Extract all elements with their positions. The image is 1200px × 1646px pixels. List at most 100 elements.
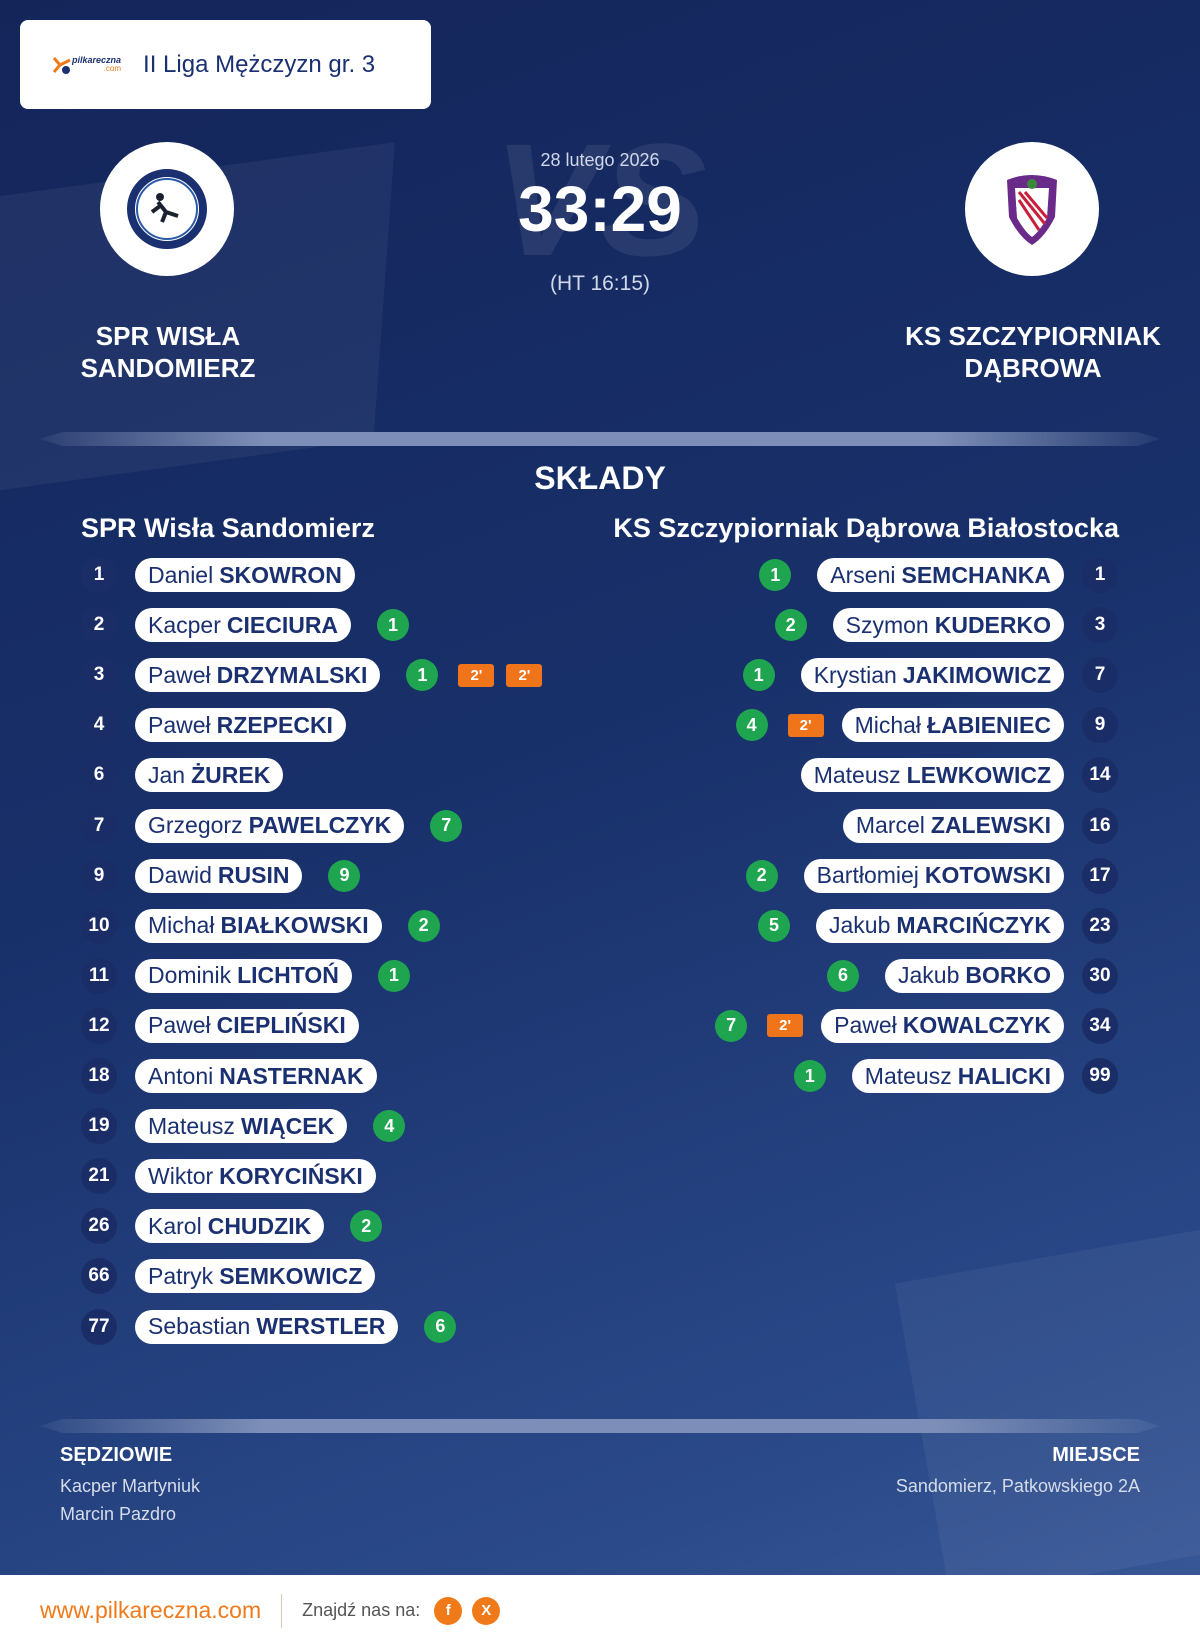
player-name: Szymon KUDERKO [832, 608, 1064, 643]
last-name: LEWKOWICZ [906, 761, 1051, 788]
last-name: KOWALCZYK [902, 1012, 1051, 1039]
last-name: ZALEWSKI [930, 812, 1051, 838]
player-row: 9 Dawid RUSIN 9 [81, 857, 368, 894]
last-name: SKOWRON [219, 561, 342, 588]
player-name: Wiktor KORYCIŃSKI [135, 1159, 376, 1194]
player-row: 2 Kacper CIECIURA 1 [81, 607, 417, 644]
home-logo [127, 169, 207, 249]
goals-badge: 9 [328, 859, 361, 892]
away-team: KS SZCZYPIORNIAK DĄBROWA [905, 321, 1161, 383]
player-row: 77 Sebastian WERSTLER 6 [81, 1308, 464, 1345]
referee: Marcin Pazdro [60, 1504, 177, 1524]
first-name: Michał [854, 711, 922, 738]
last-name: BIAŁKOWSKI [220, 912, 369, 939]
venue-title: MIEJSCE [1052, 1444, 1140, 1466]
player-number: 1 [81, 557, 117, 593]
site-link[interactable]: www.pilkareczna.com [40, 1593, 283, 1628]
first-name: Krystian [813, 661, 897, 688]
goals-badge: 2 [407, 909, 440, 942]
last-name: MARCIŃCZYK [896, 912, 1051, 939]
logo-icon [52, 56, 71, 74]
player-number: 21 [81, 1158, 117, 1195]
last-name: PAWELCZYK [248, 812, 392, 838]
first-name: Mateusz [813, 761, 901, 788]
player-number: 66 [81, 1258, 117, 1295]
penalty-badge: 2' [787, 713, 824, 737]
player-number: 11 [81, 957, 117, 994]
last-name: ŻUREK [191, 761, 271, 788]
player-number: 3 [1082, 607, 1118, 644]
player-row: 26 Karol CHUDZIK 2 [81, 1208, 390, 1245]
player-number: 4 [81, 707, 117, 744]
player-number: 3 [81, 657, 117, 694]
vs-watermark: VS [493, 110, 707, 289]
last-name: BORKO [965, 962, 1051, 989]
player-name: Paweł KOWALCZYK [821, 1008, 1064, 1043]
player-name: Bartłomiej KOTOWSKI [803, 858, 1064, 893]
player-name: Jakub BORKO [885, 958, 1064, 993]
referees-title: SĘDZIOWIE [60, 1444, 173, 1466]
away-lineup-title: KS Szczypiorniak Dąbrowa Białostocka [613, 513, 1119, 543]
player-row: 1 Mateusz HALICKI 99 [786, 1058, 1118, 1094]
facebook-icon[interactable]: f [434, 1596, 463, 1625]
last-name: NASTERNAK [219, 1062, 364, 1089]
player-number: 99 [1082, 1058, 1118, 1094]
referee: Kacper Martyniuk [60, 1476, 201, 1496]
player-name: Karol CHUDZIK [135, 1209, 325, 1244]
first-name: Marcel [855, 812, 925, 838]
player-number: 9 [1082, 707, 1118, 744]
league-card: pilkareczna .com II Liga Mężczyzn gr. 3 [20, 20, 431, 109]
first-name: Daniel [148, 561, 214, 588]
home-team: SPR WISŁA SANDOMIERZ [80, 321, 256, 383]
goals-badge: 2 [350, 1210, 383, 1243]
last-name: WIĄCEK [240, 1112, 335, 1139]
venue: Sandomierz, Patkowskiego 2A [895, 1476, 1140, 1496]
last-name: SEMCHANKA [901, 561, 1052, 588]
logo-text: pilkareczna [72, 55, 122, 65]
last-name: ŁABIENIEC [927, 711, 1051, 738]
x-icon[interactable]: X [472, 1596, 501, 1625]
first-name: Arseni [830, 561, 896, 588]
first-name: Antoni [148, 1062, 214, 1089]
player-name: Marcel ZALEWSKI [842, 808, 1064, 843]
player-name: Arseni SEMCHANKA [817, 558, 1064, 592]
goals-badge: 7 [715, 1009, 748, 1042]
player-number: 12 [81, 1007, 117, 1044]
first-name: Dawid [148, 862, 212, 889]
penalty-badge: 2' [767, 1014, 804, 1038]
first-name: Michał [148, 912, 215, 939]
player-row: 12 Paweł CIEPLIŃSKI [81, 1007, 365, 1044]
first-name: Paweł [148, 711, 211, 738]
player-number: 16 [1082, 807, 1118, 844]
player-row: 7 2' Paweł KOWALCZYK 34 [707, 1007, 1118, 1044]
last-name: CIECIURA [226, 611, 339, 638]
first-name: Kacper [148, 611, 221, 638]
player-number: 26 [81, 1208, 117, 1245]
last-name: WERSTLER [256, 1313, 386, 1339]
player-name: Dawid RUSIN [135, 858, 303, 893]
player-row: 10 Michał BIAŁKOWSKI 2 [81, 907, 448, 944]
first-name: Dominik [148, 962, 232, 989]
first-name: Paweł [148, 1012, 211, 1039]
player-row: 66 Patryk SEMKOWICZ [81, 1258, 381, 1295]
goals-badge: 4 [735, 709, 768, 742]
first-name: Patryk [148, 1262, 214, 1289]
player-number: 14 [1082, 757, 1118, 794]
home-lineup-title: SPR Wisła Sandomierz [81, 513, 375, 543]
player-name: Paweł DRZYMALSKI [135, 658, 381, 693]
player-name: Paweł CIEPLIŃSKI [135, 1008, 359, 1043]
last-name: HALICKI [957, 1062, 1051, 1089]
last-name: RUSIN [217, 862, 290, 889]
follow-label: Znajdź nas na: [302, 1600, 421, 1620]
first-name: Paweł [834, 1012, 897, 1039]
goals-badge: 6 [827, 959, 859, 992]
player-name: Michał ŁABIENIEC [841, 708, 1064, 743]
last-name: KUDERKO [934, 611, 1051, 638]
player-number: 77 [81, 1308, 117, 1345]
player-name: Paweł RZEPECKI [135, 708, 346, 743]
player-row: 2 Bartłomiej KOTOWSKI 17 [738, 857, 1118, 894]
goals-badge: 7 [430, 809, 463, 842]
first-name: Jakub [829, 912, 891, 939]
first-name: Karol [148, 1212, 202, 1239]
